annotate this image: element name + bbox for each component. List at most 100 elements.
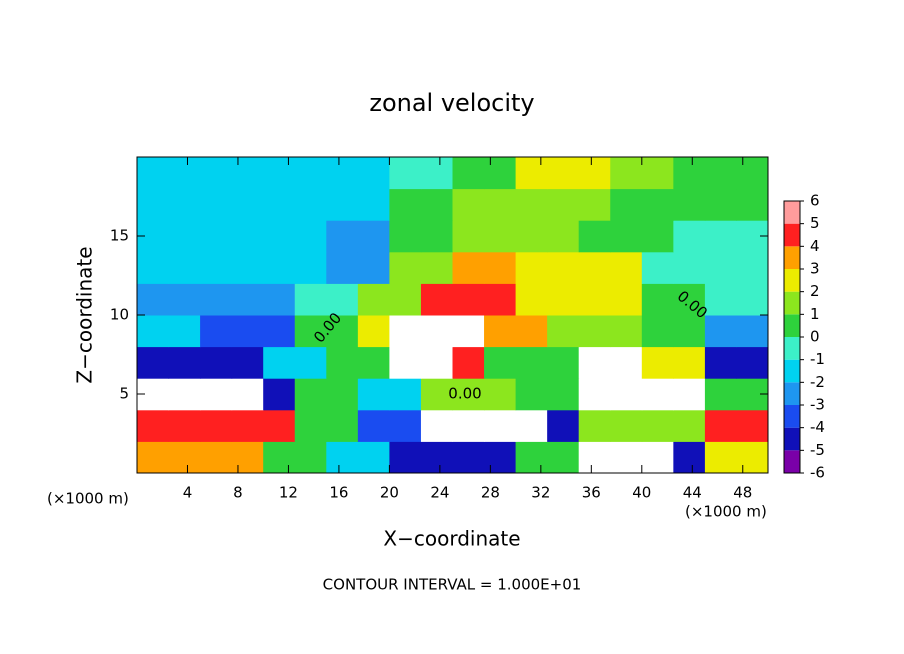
- field-cell: [326, 188, 359, 221]
- field-cell: [547, 315, 580, 348]
- colorbar-label: -1: [810, 350, 825, 368]
- x-tick-label: 12: [279, 484, 298, 502]
- field-cell: [578, 283, 611, 316]
- field-cell: [610, 409, 643, 442]
- field-cell: [547, 220, 580, 253]
- field-cell: [484, 441, 517, 474]
- field-cell: [736, 188, 769, 221]
- x-tick-label: 36: [582, 484, 601, 502]
- field-cell: [641, 441, 674, 474]
- field-cell: [326, 315, 359, 348]
- field-cell: [547, 251, 580, 284]
- field-cell: [357, 157, 390, 190]
- x-tick-label: 32: [531, 484, 550, 502]
- colorbar-label: -5: [810, 441, 825, 459]
- field-cell: [389, 220, 422, 253]
- field-cell: [641, 378, 674, 411]
- field-cell: [231, 378, 264, 411]
- field-cell: [515, 283, 548, 316]
- field-cell: [326, 441, 359, 474]
- field-cell: [294, 315, 327, 348]
- field-cell: [263, 283, 296, 316]
- colorbar-band: [784, 269, 800, 292]
- field-cell: [137, 346, 170, 379]
- field-cell: [704, 251, 737, 284]
- x-unit-label: (×1000 m): [47, 490, 129, 508]
- field-cell: [547, 441, 580, 474]
- field-cell: [168, 378, 201, 411]
- field-cell: [452, 220, 485, 253]
- field-cell: [420, 346, 453, 379]
- field-cell: [200, 378, 233, 411]
- y-tick-label: 10: [110, 306, 129, 324]
- field-cell: [484, 220, 517, 253]
- y-axis-title: Z−coordinate: [73, 246, 97, 383]
- field-cell: [641, 409, 674, 442]
- field-cell: [673, 283, 706, 316]
- field-cell: [736, 157, 769, 190]
- field-cell: [484, 157, 517, 190]
- x-tick-label: 8: [233, 484, 243, 502]
- field-cell: [673, 378, 706, 411]
- x-tick-label: 28: [481, 484, 500, 502]
- field-cell: [357, 409, 390, 442]
- field-cell: [452, 346, 485, 379]
- field-cell: [641, 315, 674, 348]
- field-cell: [200, 157, 233, 190]
- field-cell: [578, 441, 611, 474]
- field-cell: [357, 378, 390, 411]
- x-tick-label: 24: [430, 484, 449, 502]
- field-cell: [200, 409, 233, 442]
- field-cell: [736, 409, 769, 442]
- field-cell: [578, 409, 611, 442]
- field-cell: [294, 157, 327, 190]
- field-cell: [137, 283, 170, 316]
- field-cell: [389, 378, 422, 411]
- field-cell: [389, 283, 422, 316]
- field-cell: [294, 346, 327, 379]
- field-cell: [263, 409, 296, 442]
- field-cell: [673, 346, 706, 379]
- field-cell: [168, 346, 201, 379]
- field-cell: [610, 157, 643, 190]
- field-cell: [263, 220, 296, 253]
- field-cell: [357, 315, 390, 348]
- field-cell: [137, 315, 170, 348]
- field-cell: [168, 220, 201, 253]
- x-tick-label: 44: [683, 484, 702, 502]
- field-cell: [452, 441, 485, 474]
- field-cell: [294, 283, 327, 316]
- field-cell: [515, 220, 548, 253]
- field-cell: [704, 441, 737, 474]
- field-cell: [200, 251, 233, 284]
- field-cell: [736, 346, 769, 379]
- field-cell: [263, 346, 296, 379]
- field-cell: [515, 346, 548, 379]
- field-cell: [578, 315, 611, 348]
- field-cell: [294, 251, 327, 284]
- y-tick-label: 5: [119, 385, 129, 403]
- field-cell: [231, 283, 264, 316]
- colorbar-band: [784, 246, 800, 269]
- colorbar-band: [784, 382, 800, 405]
- field-cell: [200, 283, 233, 316]
- field-cell: [168, 409, 201, 442]
- field-cell: [452, 251, 485, 284]
- field-cell: [610, 283, 643, 316]
- field-cell: [389, 188, 422, 221]
- field-cell: [137, 157, 170, 190]
- field-cell: [515, 441, 548, 474]
- field-cell: [547, 188, 580, 221]
- field-cell: [610, 220, 643, 253]
- colorbar-band: [784, 405, 800, 428]
- x-axis-title: X−coordinate: [383, 527, 520, 551]
- field-cell: [547, 378, 580, 411]
- field-cell: [420, 220, 453, 253]
- field-cell: [673, 251, 706, 284]
- field-cell: [484, 409, 517, 442]
- field-cell: [357, 441, 390, 474]
- colorbar-band: [784, 337, 800, 360]
- field-cell: [610, 188, 643, 221]
- field-cell: [452, 157, 485, 190]
- field-cell: [610, 441, 643, 474]
